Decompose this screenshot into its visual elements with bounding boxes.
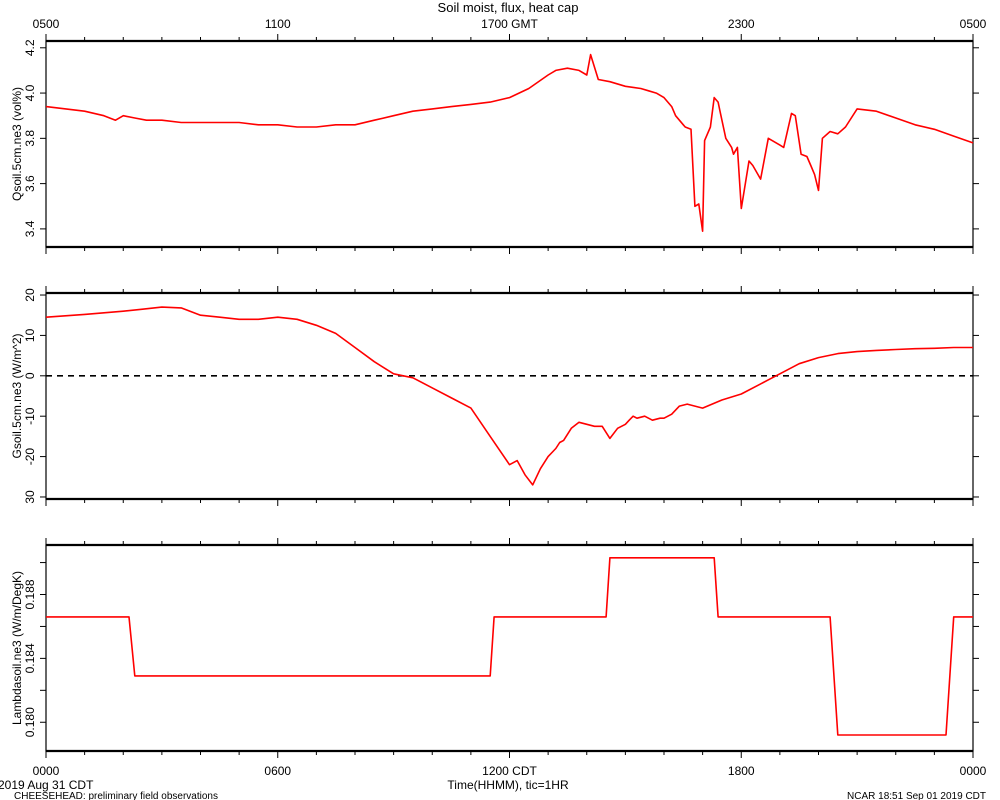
conductivity-y-axis-label: Lambdasoil.ne3 (W/m/DegK) [10, 571, 24, 725]
bottom-axis-tick-label: 0000 [960, 764, 987, 778]
moisture-y-tick-label: 3.8 [23, 130, 37, 147]
conductivity-series-line [46, 556, 973, 736]
conductivity-plot-frame [45, 544, 974, 752]
top-time-axis: 0500 1100 1700 GMT 2300 0500 [33, 17, 987, 31]
moisture-series-line [45, 53, 974, 232]
moisture-y-tick-label: 3.6 [23, 175, 37, 192]
flux-y-axis-label: Gsoil.5cm.ne3 (W/m^2) [10, 334, 24, 459]
bottom-time-axis: 0000 0600 1200 CDT 1800 0000 [33, 764, 987, 778]
flux-y-tick-label: 10 [23, 328, 37, 342]
bottom-axis-tick-label: 0000 [33, 764, 60, 778]
footer-stamp: NCAR 18:51 Sep 01 2019 CDT [847, 791, 986, 800]
soil-moisture-panel: 3.4 3.6 3.8 4.0 4.2 Qsoil.5cm.ne3 (vol%) [10, 34, 979, 254]
flux-y-tick-label: 0 [23, 372, 37, 379]
flux-plot-frame [45, 292, 974, 500]
footer-project: CHEESEHEAD: preliminary field observatio… [14, 791, 218, 800]
top-axis-tick-label: 1700 GMT [481, 17, 538, 31]
flux-y-tick-label: 30 [23, 490, 37, 504]
bottom-axis-tick-label: 1800 [728, 764, 755, 778]
bottom-axis-tick-label: 0600 [264, 764, 291, 778]
moisture-y-tick-label: 4.0 [23, 84, 37, 101]
flux-series-line [45, 306, 973, 486]
x-axis-label: Time(HHMM), tic=1HR [447, 778, 569, 792]
top-axis-tick-label: 0500 [960, 17, 987, 31]
footer-date: 2019 Aug 31 CDT [0, 778, 94, 792]
flux-y-tick-label: -20 [23, 448, 37, 466]
moisture-y-axis-label: Qsoil.5cm.ne3 (vol%) [10, 87, 24, 201]
top-axis-tick-label: 0500 [33, 17, 60, 31]
conductivity-y-tick-label: 0.180 [23, 707, 37, 737]
moisture-plot-frame [45, 40, 974, 248]
bottom-axis-tick-label: 1200 CDT [482, 764, 537, 778]
top-axis-tick-label: 2300 [728, 17, 755, 31]
flux-y-tick-label: -10 [23, 407, 37, 425]
top-axis-tick-label: 1100 [265, 17, 291, 31]
chart-title: Soil moist, flux, heat cap [438, 0, 579, 15]
conductivity-y-tick-label: 0.184 [23, 643, 37, 673]
moisture-y-tick-label: 4.2 [23, 39, 37, 56]
conductivity-y-tick-label: 0.188 [23, 579, 37, 609]
soil-heat-flux-panel: 30 -20 -10 0 10 20 Gsoil.5cm.ne3 (W/m^2) [10, 286, 979, 506]
moisture-y-tick-label: 3.4 [23, 220, 37, 237]
flux-y-tick-label: 20 [23, 288, 37, 302]
